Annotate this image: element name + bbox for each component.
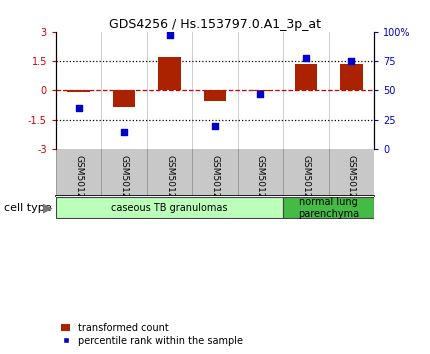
Text: normal lung
parenchyma: normal lung parenchyma — [298, 197, 359, 218]
Point — [166, 33, 173, 38]
Text: GSM501251: GSM501251 — [165, 155, 174, 210]
Bar — [204, 91, 226, 101]
Text: GSM501252: GSM501252 — [211, 155, 219, 210]
Point — [302, 55, 309, 61]
Bar — [295, 64, 317, 91]
Bar — [158, 57, 181, 91]
Bar — [283, 197, 374, 218]
Title: GDS4256 / Hs.153797.0.A1_3p_at: GDS4256 / Hs.153797.0.A1_3p_at — [109, 18, 321, 31]
Text: GSM501255: GSM501255 — [347, 155, 356, 210]
Point — [75, 105, 82, 111]
Point — [348, 58, 355, 64]
Bar — [340, 64, 363, 91]
Legend: transformed count, percentile rank within the sample: transformed count, percentile rank withi… — [61, 323, 243, 346]
Text: caseous TB granulomas: caseous TB granulomas — [111, 203, 228, 213]
Point — [121, 129, 128, 135]
Text: GSM501254: GSM501254 — [301, 155, 310, 210]
Point — [212, 123, 218, 129]
Text: GSM501250: GSM501250 — [120, 155, 129, 210]
Bar — [67, 91, 90, 92]
Text: GSM501253: GSM501253 — [256, 155, 265, 210]
Bar — [56, 197, 283, 218]
Text: ▶: ▶ — [43, 201, 52, 214]
Text: GSM501249: GSM501249 — [74, 155, 83, 210]
Bar — [113, 91, 135, 107]
Point — [257, 91, 264, 97]
Text: cell type: cell type — [4, 203, 52, 213]
